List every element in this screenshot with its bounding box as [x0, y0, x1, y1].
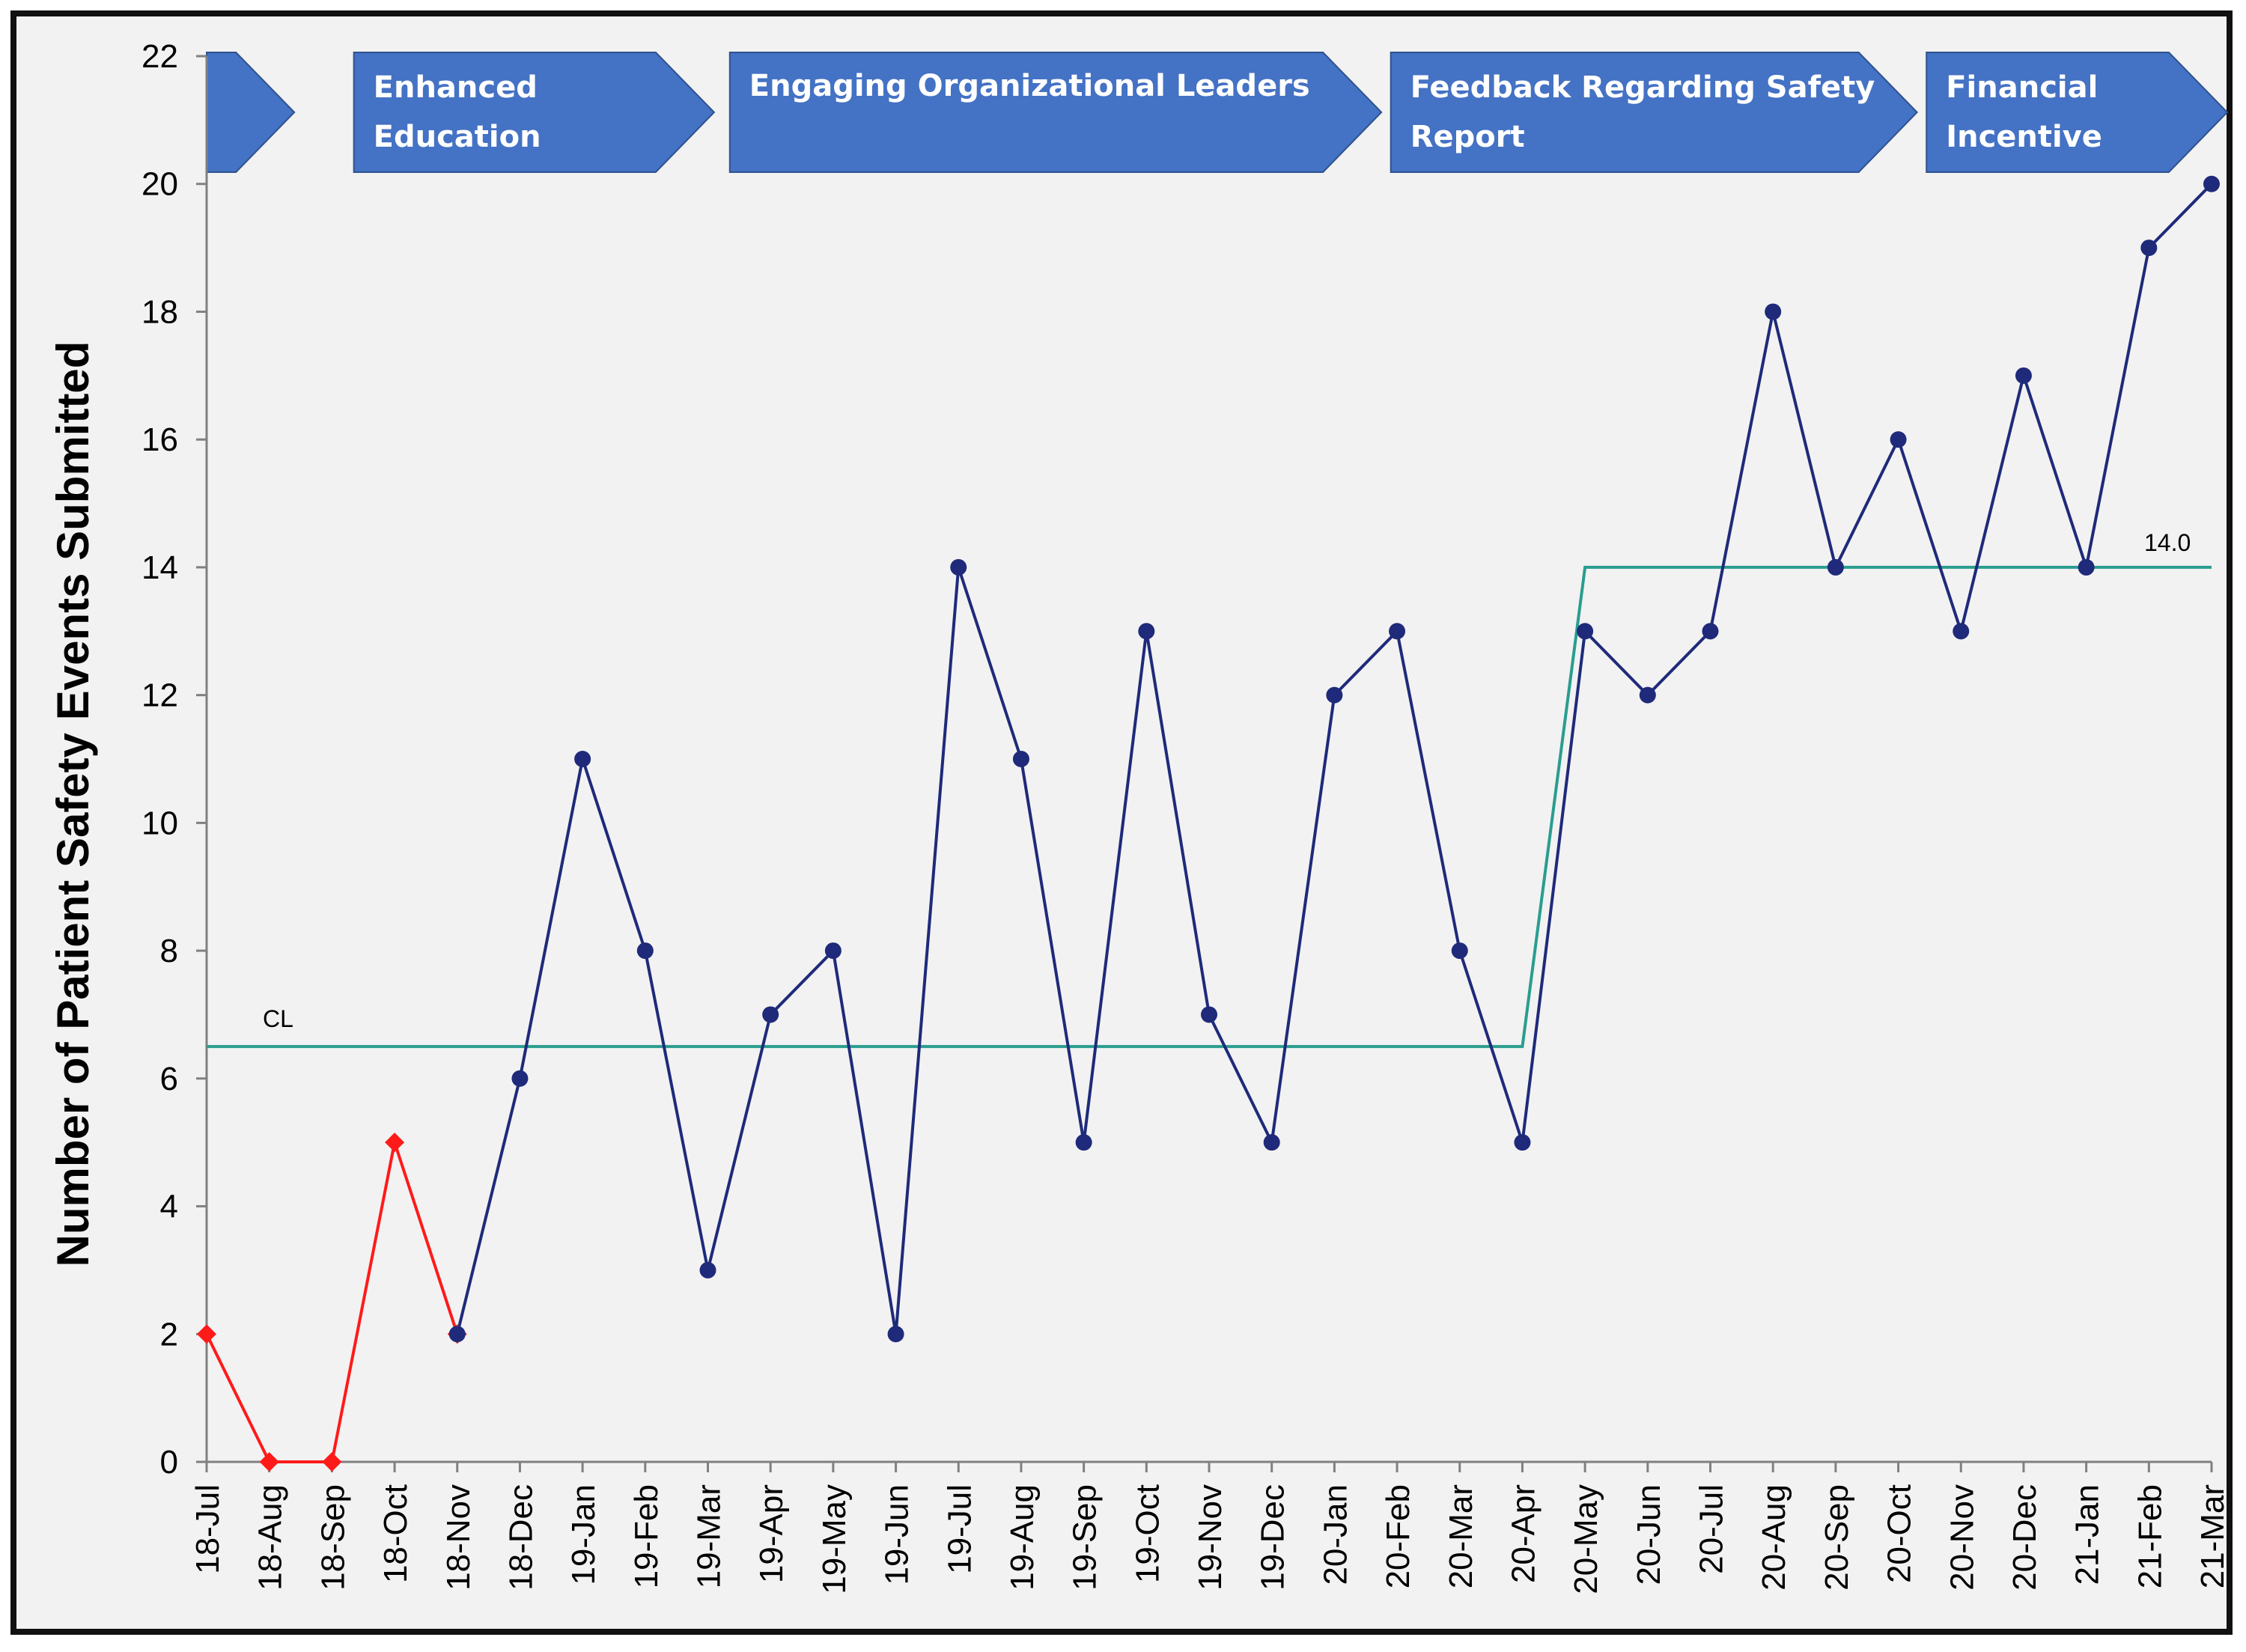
point-intervention-21-Mar	[2203, 175, 2220, 192]
x-tick-label-18-Oct: 18-Oct	[377, 1484, 414, 1583]
point-intervention-20-Jan	[1326, 686, 1343, 704]
x-tick-label-19-Sep: 19-Sep	[1067, 1484, 1104, 1591]
x-tick-label-19-May: 19-May	[816, 1484, 853, 1594]
phase-banner-1	[353, 52, 716, 173]
point-intervention-20-Nov	[1953, 623, 1970, 640]
point-intervention-20-Feb	[1389, 623, 1406, 640]
x-tick-label-18-Nov: 18-Nov	[440, 1484, 477, 1591]
x-tick-label-20-Jul: 20-Jul	[1693, 1484, 1730, 1574]
x-tick-label-19-Mar: 19-Mar	[691, 1484, 728, 1588]
phase-label-4-1: Incentive	[1946, 120, 2102, 154]
x-tick-label-20-May: 20-May	[1568, 1484, 1604, 1594]
x-tick-label-20-Nov: 20-Nov	[1944, 1484, 1980, 1591]
centerline-label-14: 14.0	[2144, 529, 2191, 556]
phase-banner-4	[1926, 52, 2229, 173]
y-tick-label-10: 10	[141, 805, 178, 841]
point-intervention-20-Aug	[1765, 303, 1782, 320]
centerline	[207, 565, 2212, 1049]
x-tick-label-18-Dec: 18-Dec	[502, 1484, 539, 1591]
point-intervention-20-Apr	[1514, 1134, 1531, 1151]
x-tick-label-19-Jul: 19-Jul	[941, 1484, 978, 1574]
point-intervention-20-Jun	[1639, 686, 1656, 704]
x-tick-label-19-Dec: 19-Dec	[1255, 1484, 1291, 1591]
y-axis-title: Number of Patient Safety Events Submitte…	[48, 341, 98, 1267]
centerline-label-cl: CL	[263, 1005, 293, 1032]
point-intervention-19-Sep	[1075, 1134, 1092, 1151]
point-intervention-20-Jul	[1702, 623, 1719, 640]
y-tick-label-2: 2	[160, 1316, 178, 1353]
x-tick-label-21-Mar: 21-Mar	[2194, 1484, 2231, 1588]
phase-label-1-1: Education	[374, 120, 541, 154]
point-intervention-21-Feb	[2140, 240, 2158, 257]
x-tick-label-19-Aug: 19-Aug	[1004, 1484, 1041, 1591]
y-tick-label-16: 16	[141, 421, 178, 458]
x-tick-label-19-Feb: 19-Feb	[628, 1484, 665, 1588]
point-intervention-18-Nov	[448, 1326, 466, 1343]
x-tick-label-18-Sep: 18-Sep	[314, 1484, 351, 1591]
point-intervention-19-Jan	[574, 751, 591, 767]
point-baseline-18-Oct	[385, 1133, 405, 1153]
x-tick-label-20-Mar: 20-Mar	[1443, 1484, 1479, 1588]
x-tick-label-20-Aug: 20-Aug	[1756, 1484, 1792, 1591]
y-tick-label-18: 18	[141, 293, 178, 330]
x-tick-label-20-Dec: 20-Dec	[2006, 1484, 2043, 1591]
point-baseline-18-Sep	[322, 1452, 342, 1472]
phase-label-4-0: Financial	[1946, 70, 2098, 105]
point-intervention-20-Dec	[2015, 367, 2032, 384]
x-tick-label-19-Jan: 19-Jan	[565, 1484, 602, 1585]
y-tick-label-22: 22	[141, 38, 178, 75]
point-intervention-19-Jul	[950, 558, 967, 576]
y-tick-label-14: 14	[141, 549, 178, 586]
series-line-intervention	[455, 183, 2213, 1336]
point-intervention-19-Nov	[1201, 1006, 1217, 1023]
x-tick-label-19-Nov: 19-Nov	[1192, 1484, 1229, 1591]
phase-banner-3	[1390, 52, 1919, 173]
x-tick-label-18-Aug: 18-Aug	[252, 1484, 289, 1591]
phase-label-1-0: Enhanced	[374, 70, 538, 105]
x-tick-label-18-Jul: 18-Jul	[189, 1484, 226, 1574]
phase-banner-2	[728, 52, 1383, 173]
x-tick-label-19-Jun: 19-Jun	[879, 1484, 916, 1585]
phase-label-3-0: Feedback Regarding Safety	[1410, 70, 1875, 105]
y-tick-label-8: 8	[160, 933, 178, 969]
x-tick-label-19-Oct: 19-Oct	[1129, 1484, 1166, 1583]
x-tick-label-20-Jan: 20-Jan	[1317, 1484, 1354, 1585]
point-baseline-18-Aug	[259, 1452, 279, 1472]
point-intervention-19-May	[824, 942, 842, 960]
point-intervention-20-Mar	[1451, 942, 1468, 960]
y-tick-label-12: 12	[141, 677, 178, 714]
point-intervention-20-May	[1577, 623, 1594, 640]
point-intervention-19-Jun	[887, 1326, 904, 1343]
point-intervention-19-Dec	[1263, 1134, 1280, 1151]
point-baseline-18-Jul	[197, 1324, 216, 1344]
phase-banner-0	[206, 52, 296, 173]
point-intervention-20-Sep	[1827, 558, 1844, 576]
y-tick-label-0: 0	[160, 1444, 178, 1481]
y-tick-label-4: 4	[160, 1189, 178, 1225]
x-tick-label-20-Feb: 20-Feb	[1380, 1484, 1416, 1588]
point-intervention-19-Apr	[762, 1006, 779, 1023]
series-line-baseline	[205, 1141, 459, 1463]
x-tick-label-19-Apr: 19-Apr	[753, 1484, 790, 1583]
x-tick-label-20-Apr: 20-Apr	[1505, 1484, 1542, 1583]
point-intervention-19-Aug	[1012, 751, 1029, 767]
point-intervention-19-Mar	[699, 1261, 716, 1278]
x-tick-label-21-Feb: 21-Feb	[2131, 1484, 2168, 1588]
y-tick-label-20: 20	[141, 166, 178, 203]
phase-label-2-0: Engaging Organizational Leaders	[749, 69, 1310, 103]
point-intervention-20-Oct	[1890, 431, 1907, 448]
phase-label-3-1: Report	[1410, 120, 1525, 154]
x-tick-label-21-Jan: 21-Jan	[2069, 1484, 2106, 1585]
point-intervention-19-Feb	[636, 942, 654, 960]
point-intervention-19-Oct	[1138, 623, 1155, 640]
x-tick-label-20-Jun: 20-Jun	[1631, 1484, 1667, 1585]
point-intervention-18-Dec	[511, 1070, 529, 1087]
point-intervention-21-Jan	[2078, 558, 2095, 576]
x-tick-label-20-Oct: 20-Oct	[1881, 1484, 1918, 1583]
x-tick-label-20-Sep: 20-Sep	[1819, 1484, 1855, 1591]
y-tick-label-6: 6	[160, 1061, 178, 1097]
